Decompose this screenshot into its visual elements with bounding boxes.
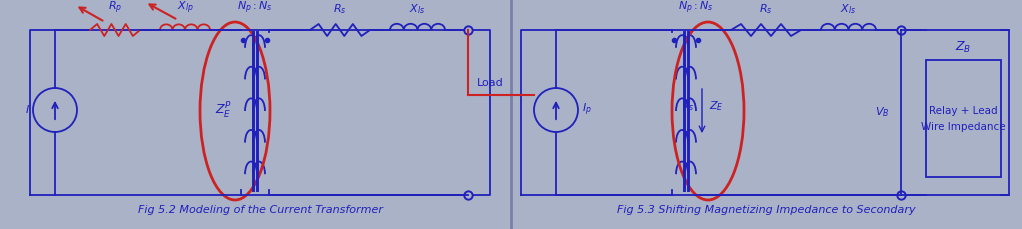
Text: $V_s$: $V_s$ [682,99,695,113]
Text: $X_{ls}$: $X_{ls}$ [409,2,425,16]
Text: $X_{lp}$: $X_{lp}$ [177,0,193,16]
Text: $R_s$: $R_s$ [333,2,346,16]
Text: Fig 5.2 Modeling of the Current Transformer: Fig 5.2 Modeling of the Current Transfor… [138,205,382,215]
Text: $N_p:N_s$: $N_p:N_s$ [678,0,714,16]
Text: Wire Impedance: Wire Impedance [921,122,1006,131]
Text: $Z_E^P$: $Z_E^P$ [215,101,231,121]
Text: $I_p$: $I_p$ [582,102,592,118]
Text: $R_s$: $R_s$ [759,2,773,16]
Text: $N_p:N_s$: $N_p:N_s$ [237,0,273,16]
Bar [926,60,1001,177]
Text: $R_p$: $R_p$ [108,0,123,16]
Text: $X_{ls}$: $X_{ls}$ [840,2,856,16]
Text: Relay + Lead: Relay + Lead [929,106,997,115]
Text: I: I [26,105,29,115]
Text: Load: Load [476,78,504,88]
Text: $Z_E$: $Z_E$ [708,99,724,113]
Text: Fig 5.3 Shifting Magnetizing Impedance to Secondary: Fig 5.3 Shifting Magnetizing Impedance t… [616,205,916,215]
Text: $V_B$: $V_B$ [875,106,889,119]
Text: $Z_B$: $Z_B$ [956,40,972,55]
